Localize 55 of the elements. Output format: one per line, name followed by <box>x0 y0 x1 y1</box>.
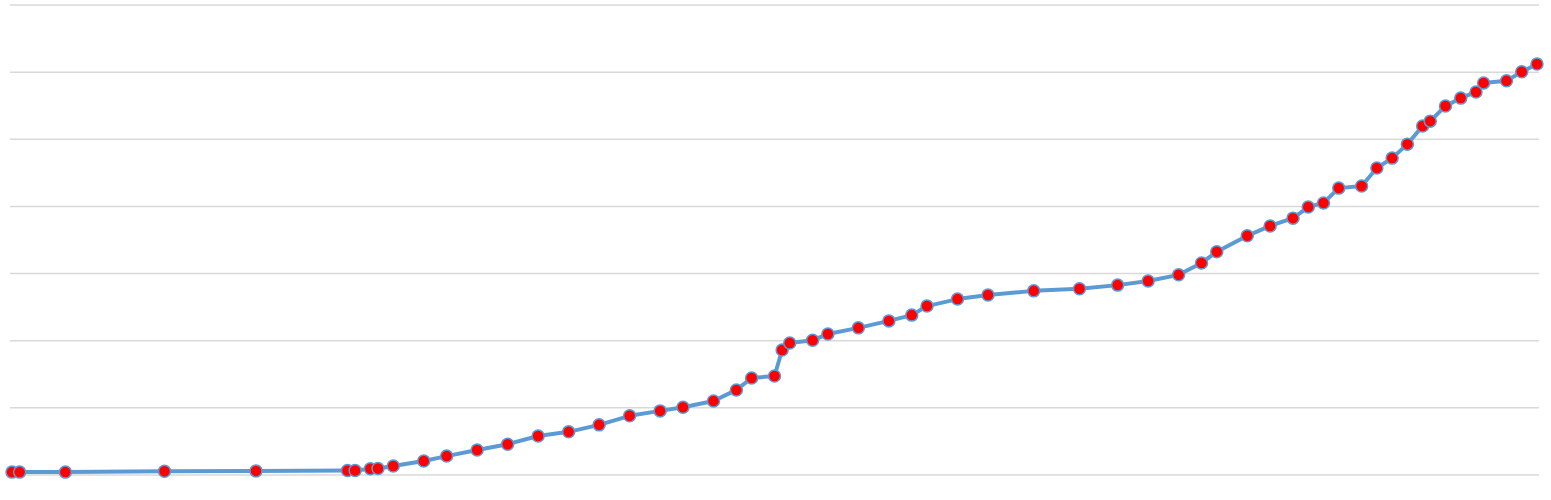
point <box>417 454 431 468</box>
point <box>470 443 484 457</box>
point <box>439 449 454 463</box>
point <box>371 461 385 476</box>
point <box>157 464 172 479</box>
point <box>1370 161 1384 175</box>
point <box>1110 278 1125 292</box>
point <box>676 400 690 414</box>
point <box>1141 274 1155 288</box>
point <box>1476 76 1491 90</box>
point <box>1400 137 1415 151</box>
point <box>1286 211 1300 225</box>
point <box>348 463 362 478</box>
point <box>1316 196 1331 210</box>
point <box>1354 179 1369 193</box>
point <box>744 371 759 385</box>
point <box>1385 151 1399 165</box>
point <box>1240 229 1254 243</box>
point <box>58 465 73 479</box>
point <box>1194 256 1209 270</box>
point <box>1027 284 1041 298</box>
point <box>821 327 835 341</box>
point <box>882 314 896 328</box>
point <box>561 425 576 439</box>
point <box>1263 219 1277 233</box>
point <box>706 394 721 408</box>
point <box>851 321 866 335</box>
point <box>981 288 995 302</box>
point <box>1171 268 1186 282</box>
point <box>1499 74 1514 88</box>
point <box>1438 99 1453 113</box>
point <box>950 292 965 306</box>
point <box>622 409 637 423</box>
point <box>1423 114 1437 128</box>
point <box>729 383 744 397</box>
point <box>920 299 934 313</box>
point <box>1210 245 1224 259</box>
point <box>805 333 820 347</box>
point <box>1530 57 1544 71</box>
point <box>905 308 919 322</box>
point <box>386 459 400 473</box>
point <box>592 418 606 432</box>
point <box>1301 200 1315 214</box>
point <box>653 404 667 418</box>
point <box>767 369 782 383</box>
point <box>12 465 27 479</box>
point <box>1515 65 1529 79</box>
point <box>500 437 515 451</box>
point <box>531 429 545 443</box>
point <box>1454 91 1468 105</box>
point <box>249 464 263 478</box>
point <box>1072 282 1087 296</box>
point <box>1469 85 1483 99</box>
point <box>1332 181 1346 195</box>
point <box>783 336 797 350</box>
